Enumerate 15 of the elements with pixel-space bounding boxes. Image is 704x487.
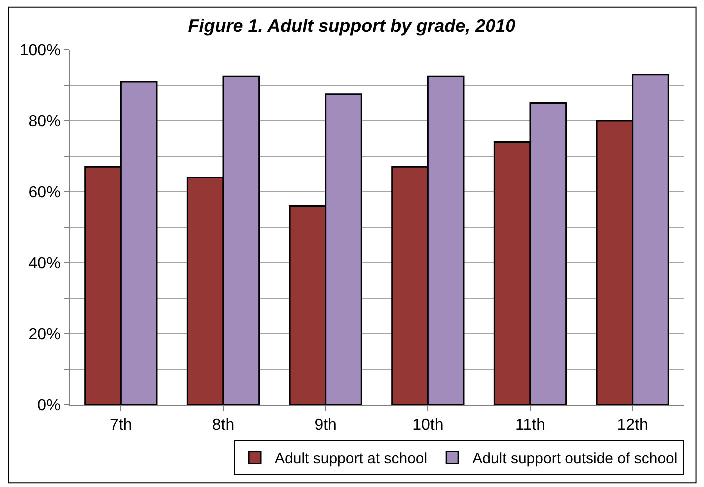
y-tick-label: 100% bbox=[20, 42, 61, 60]
x-tick-label: 11th bbox=[516, 417, 546, 434]
legend-label: Adult support outside of school bbox=[472, 450, 678, 468]
x-tick-label: 8th bbox=[212, 417, 235, 434]
y-tick-label: 60% bbox=[28, 184, 61, 202]
y-tick-label: 80% bbox=[28, 114, 61, 131]
y-tick-label: 40% bbox=[28, 256, 61, 273]
x-tick-label: 12th bbox=[617, 417, 648, 434]
y-tick-label: 0% bbox=[38, 398, 61, 415]
y-tick-label: 20% bbox=[28, 326, 61, 344]
x-tick-label: 7th bbox=[110, 417, 132, 434]
x-tick-label: 9th bbox=[314, 417, 337, 434]
x-tick-label: 10th bbox=[412, 417, 444, 434]
chart-title: Figure 1. Adult support by grade, 2010 bbox=[188, 16, 516, 36]
legend-label: Adult support at school bbox=[275, 450, 428, 468]
